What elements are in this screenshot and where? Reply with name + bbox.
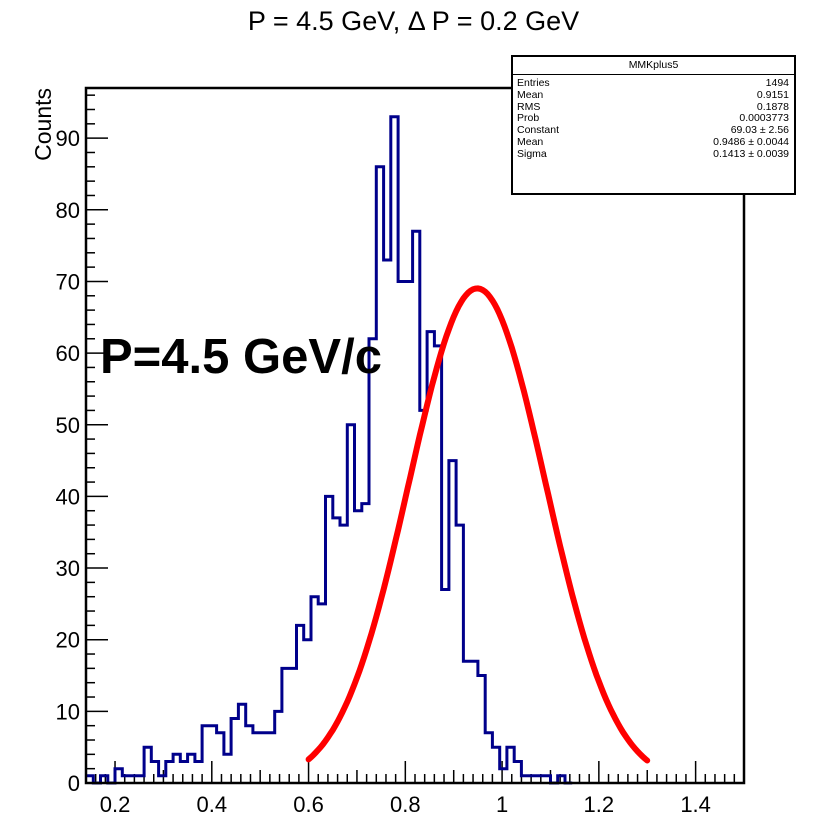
stats-row-constant: Constant 69.03 ± 2.56 (513, 124, 794, 137)
y-tick-label: 90 (56, 126, 80, 151)
stats-rows: Entries 1494 Mean 0.9151 RMS 0.1878 Prob… (513, 75, 794, 161)
stats-row-mean: Mean 0.9151 (513, 88, 794, 102)
stats-label: Prob (517, 112, 540, 125)
x-tick-label: 0.6 (293, 792, 324, 817)
y-tick-label: 60 (56, 341, 80, 366)
y-tick-label: 80 (56, 198, 80, 223)
gaussian-fit-curve (305, 285, 651, 764)
tick-labels: 0.2 0.4 0.6 0.8 1 1.2 1.4 0 10 20 30 40 50 60 70 80 90 (56, 126, 711, 817)
stats-label: Mean (517, 88, 544, 101)
stats-label: Sigma (517, 147, 547, 160)
stats-value: 0.1413 ± 0.0039 (713, 147, 789, 160)
stats-value: 0.9486 ± 0.0044 (713, 135, 789, 148)
stats-box: MMKplus5 Entries 1494 Mean 0.9151 RMS 0.… (511, 55, 796, 195)
stats-row-rms: RMS 0.1878 (513, 100, 794, 114)
plot-frame (84, 86, 746, 785)
stats-label: Entries (517, 77, 550, 89)
y-tick-label: 20 (56, 628, 80, 653)
stats-row-sigma: Sigma 0.1413 ± 0.0039 (513, 147, 794, 161)
y-tick-label: 30 (56, 556, 80, 581)
x-tick-label: 1.2 (584, 792, 615, 817)
y-tick-label: 40 (56, 484, 80, 509)
y-tick-label: 10 (56, 699, 80, 724)
y-tick-label: 50 (56, 413, 80, 438)
stats-label: Mean (517, 135, 544, 148)
stats-row-prob: Prob 0.0003773 (513, 113, 794, 125)
stats-title: MMKplus5 (513, 57, 794, 75)
x-tick-label: 0.4 (196, 792, 227, 817)
stats-label: RMS (517, 100, 541, 113)
x-tick-label: 1.4 (680, 792, 711, 817)
chart-title: P = 4.5 GeV, Δ P = 0.2 GeV (247, 6, 580, 36)
y-tick-label: 0 (68, 771, 80, 796)
axis-ticks (85, 94, 745, 784)
stats-row-entries: Entries 1494 (513, 77, 794, 90)
momentum-annotation: P=4.5 GeV/c (100, 330, 382, 384)
x-tick-label: 1 (496, 792, 508, 817)
stats-value: 0.0003773 (739, 112, 789, 125)
stats-label: Constant (517, 124, 560, 137)
x-tick-label: 0.8 (390, 792, 421, 817)
x-tick-label: 0.2 (100, 792, 131, 817)
y-tick-label: 70 (56, 269, 80, 294)
stats-value: 1494 (765, 77, 789, 89)
stats-value: 0.9151 (756, 88, 789, 101)
histogram-series (86, 115, 573, 785)
y-axis-label: Counts (30, 88, 56, 161)
stats-value: 0.1878 (756, 100, 789, 113)
stats-value: 69.03 ± 2.56 (730, 124, 789, 137)
stats-row-fit-mean: Mean 0.9486 ± 0.0044 (513, 135, 794, 149)
